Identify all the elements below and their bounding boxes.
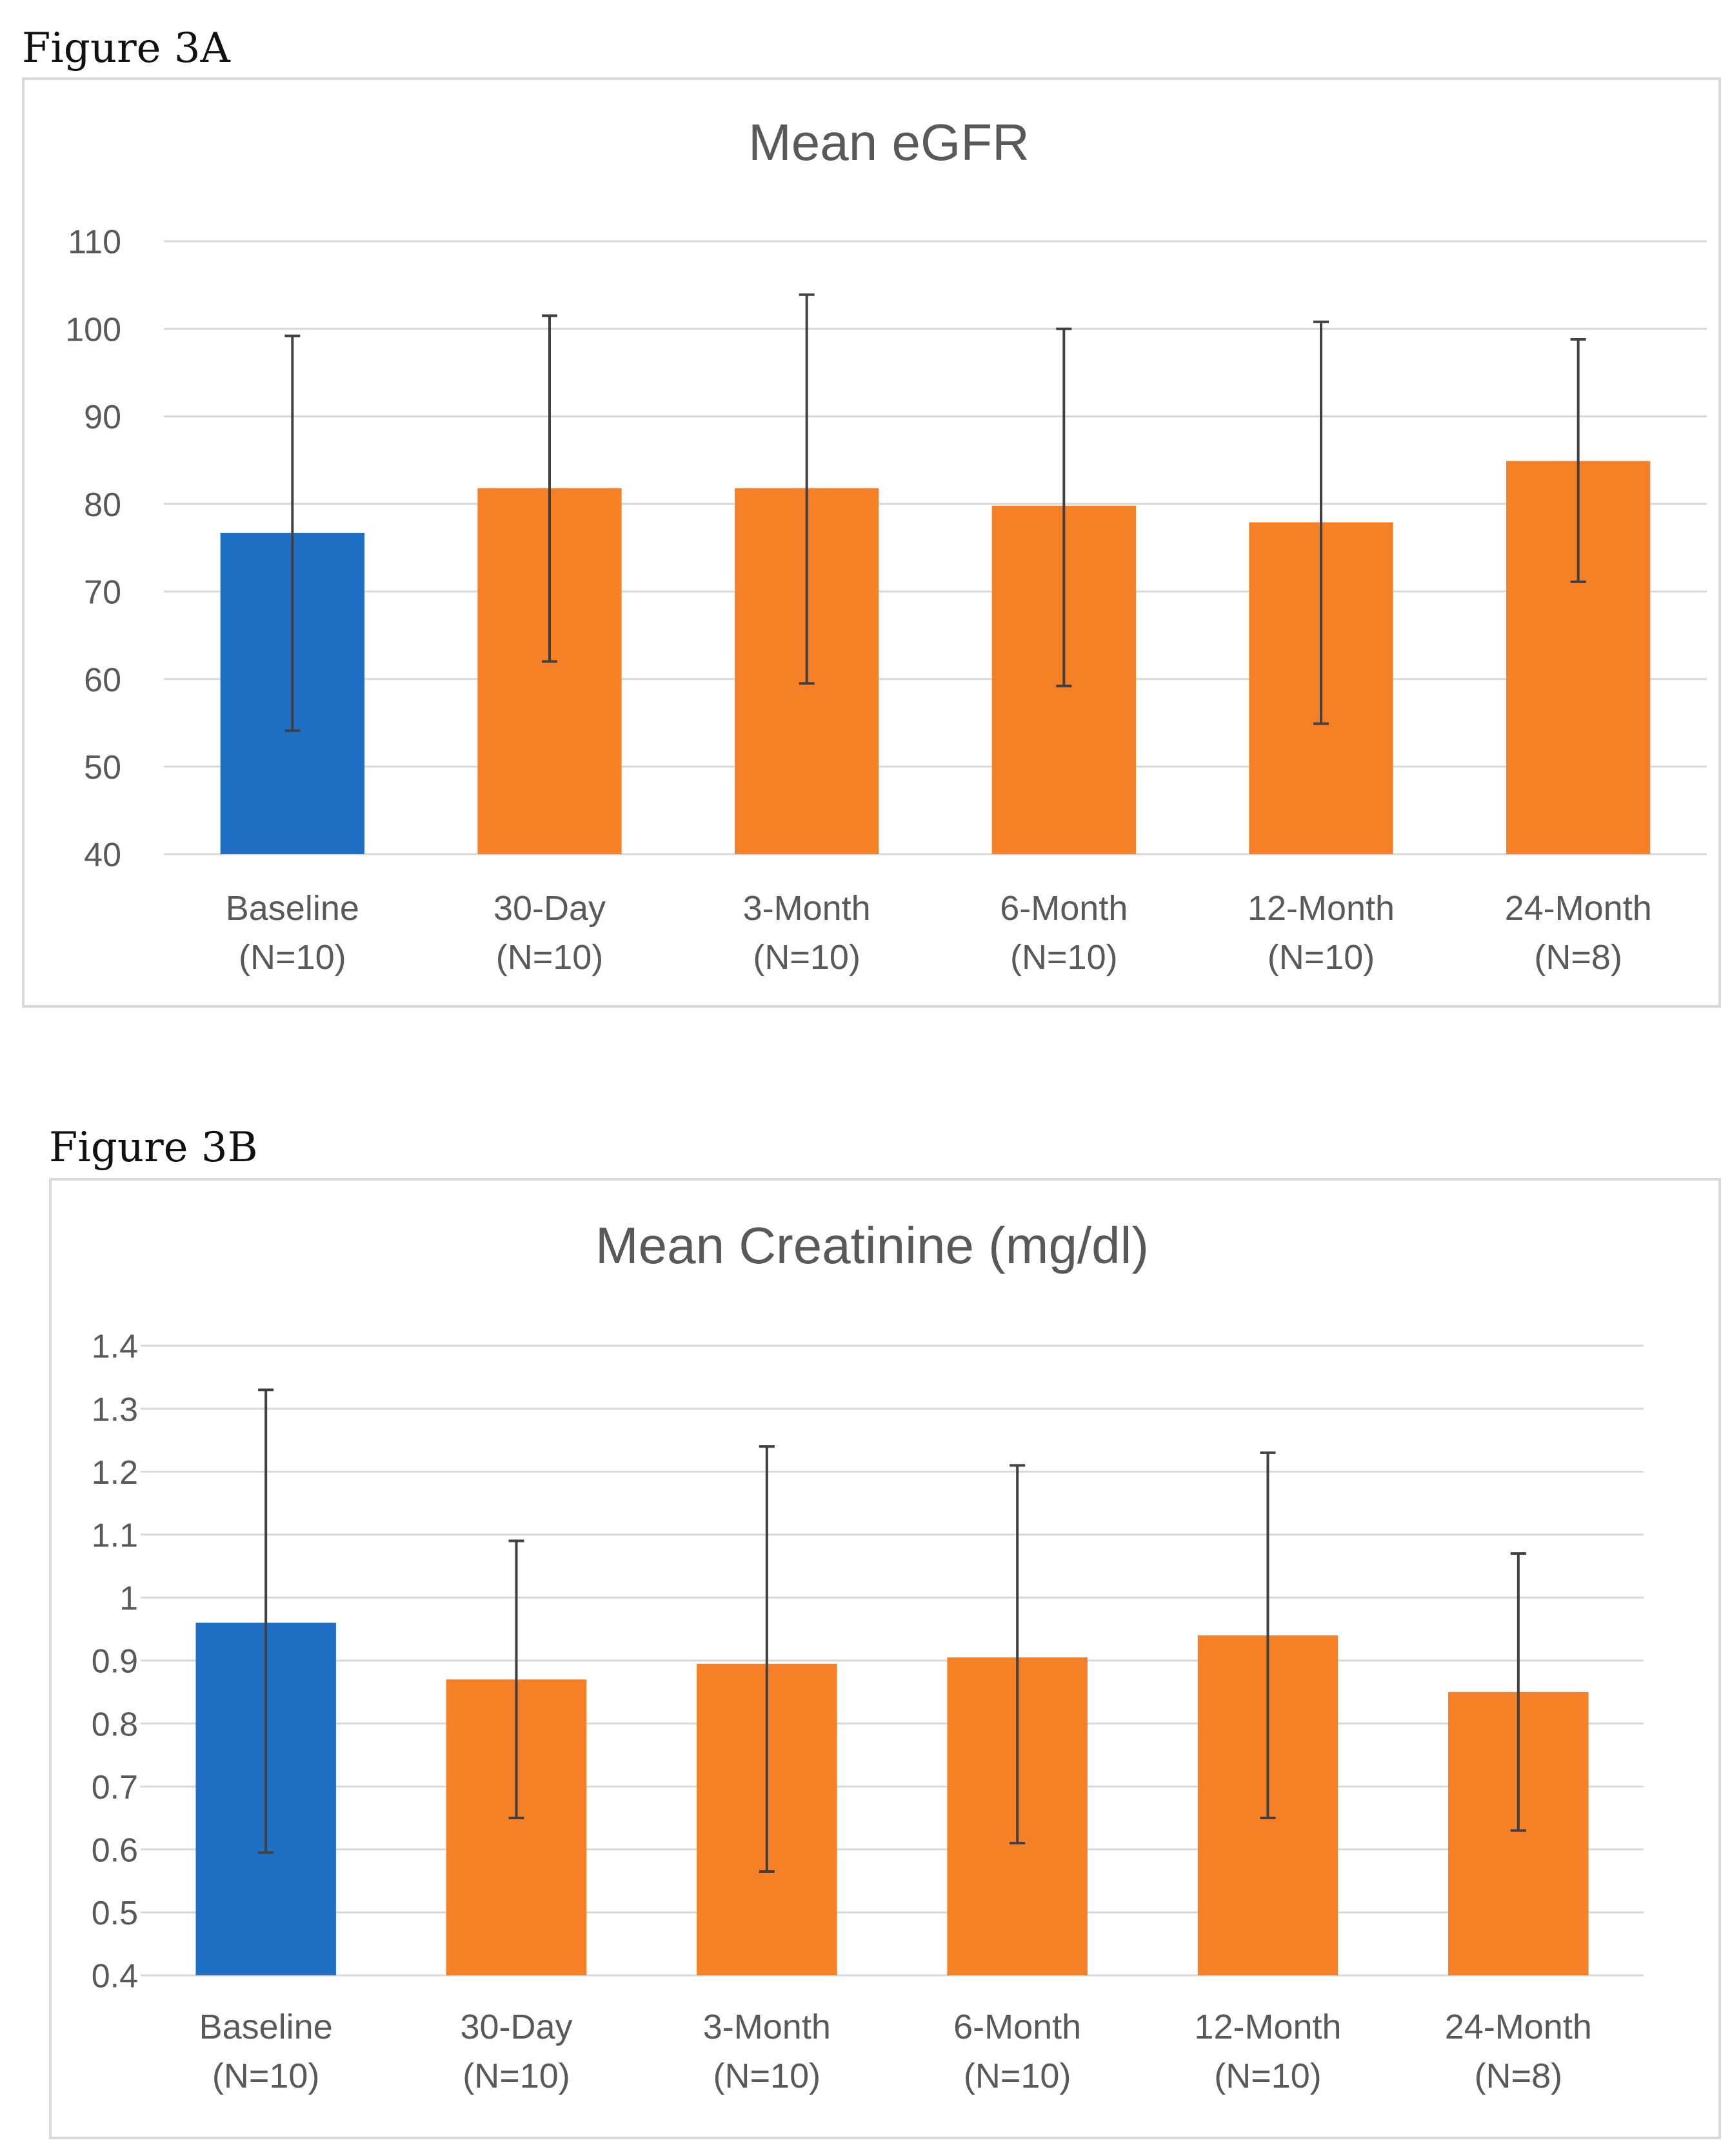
x-tick-label: (N=8) bbox=[1475, 2057, 1563, 2095]
x-tick-label: 6-Month bbox=[953, 2008, 1081, 2046]
creatinine-chart-panel: Mean Creatinine (mg/dl) 0.4 0.5 0.6 0.7 0.8 0.… bbox=[49, 1178, 1721, 2139]
y-tick-label: 1.3 bbox=[92, 1391, 138, 1428]
y-tick-label: 1.1 bbox=[92, 1517, 138, 1555]
x-tick-label: (N=10) bbox=[239, 938, 346, 977]
x-tick-label: Baseline bbox=[199, 2008, 333, 2046]
figure-3b-label: Figure 3B bbox=[49, 1124, 258, 1172]
y-tick-label: 60 bbox=[84, 661, 121, 699]
y-tick-label: 110 bbox=[68, 224, 121, 261]
y-tick-label: 0.9 bbox=[92, 1643, 138, 1681]
x-tick-label: 30-Day bbox=[460, 2008, 572, 2046]
x-tick-label: (N=10) bbox=[753, 938, 860, 977]
y-tick-label: 0.7 bbox=[92, 1769, 138, 1806]
y-tick-label: 1.2 bbox=[92, 1454, 138, 1492]
x-tick-label: (N=10) bbox=[1214, 2057, 1322, 2095]
x-tick-label: 12-Month bbox=[1248, 889, 1395, 928]
y-tick-label: 100 bbox=[65, 311, 121, 348]
y-tick-label: 40 bbox=[84, 837, 121, 874]
x-tick-label: 24-Month bbox=[1445, 2008, 1592, 2046]
egfr-chart-panel: Mean eGFR 40 50 60 70 80 90 100 110 Baseline (N=10… bbox=[22, 77, 1721, 1008]
y-tick-label: 1.4 bbox=[92, 1328, 138, 1366]
y-tick-label: 0.4 bbox=[92, 1958, 138, 1995]
x-tick-label: (N=10) bbox=[964, 2057, 1071, 2095]
x-tick-label: 3-Month bbox=[703, 2008, 831, 2046]
chart-title: Mean Creatinine (mg/dl) bbox=[595, 1217, 1149, 1274]
x-tick-label: (N=8) bbox=[1534, 938, 1622, 977]
y-tick-label: 0.5 bbox=[92, 1895, 138, 1932]
egfr-chart: Mean eGFR 40 50 60 70 80 90 100 110 Baseline (N=10… bbox=[65, 114, 1707, 977]
y-tick-label: 90 bbox=[84, 399, 121, 436]
x-tick-label: (N=10) bbox=[1010, 938, 1118, 977]
x-tick-label: 6-Month bbox=[1000, 889, 1128, 928]
y-tick-label: 70 bbox=[84, 574, 121, 612]
x-tick-label: 24-Month bbox=[1505, 889, 1652, 928]
x-tick-label: (N=10) bbox=[496, 938, 604, 977]
figure-3a-label: Figure 3A bbox=[22, 25, 230, 72]
y-tick-label: 80 bbox=[84, 486, 121, 524]
x-tick-label: (N=10) bbox=[212, 2057, 320, 2095]
y-tick-label: 50 bbox=[84, 749, 121, 786]
x-tick-label: (N=10) bbox=[1268, 938, 1375, 977]
y-tick-label: 1 bbox=[119, 1580, 138, 1617]
x-tick-label: 30-Day bbox=[493, 889, 606, 928]
x-tick-label: (N=10) bbox=[463, 2057, 570, 2095]
creatinine-chart: Mean Creatinine (mg/dl) 0.4 0.5 0.6 0.7 0.8 0.… bbox=[92, 1217, 1644, 2095]
x-tick-label: 3-Month bbox=[743, 889, 871, 928]
x-tick-label: 12-Month bbox=[1194, 2008, 1341, 2046]
x-tick-label: (N=10) bbox=[713, 2057, 821, 2095]
x-tick-label: Baseline bbox=[226, 889, 359, 928]
chart-title: Mean eGFR bbox=[748, 114, 1030, 171]
y-tick-label: 0.8 bbox=[92, 1706, 138, 1743]
y-tick-label: 0.6 bbox=[92, 1832, 138, 1870]
